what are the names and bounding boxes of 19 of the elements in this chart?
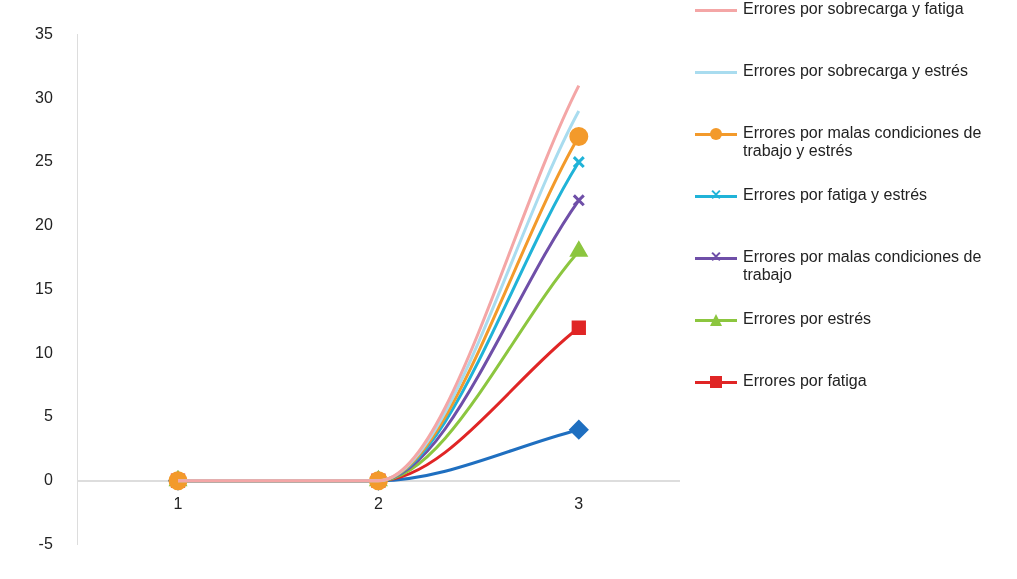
y-tick-label: 0 <box>43 471 53 489</box>
y-tick-label: 20 <box>35 216 53 234</box>
x-tick-label: 1 <box>173 494 183 512</box>
x-tick-label: 3 <box>574 494 584 512</box>
legend-label: Errores por malas condiciones de trabajo <box>743 248 983 284</box>
legend-label: Errores por sobrecarga y fatiga <box>743 0 964 18</box>
legend-label: Errores por estrés <box>743 310 872 328</box>
y-tick-label: 35 <box>35 25 53 43</box>
legend-label: Errores por sobrecarga y estrés <box>743 62 968 80</box>
y-tick-label: 25 <box>35 152 53 170</box>
x-tick-label: 2 <box>373 494 383 512</box>
y-tick-label: 30 <box>35 88 53 106</box>
y-tick-label: -5 <box>38 534 53 552</box>
legend-label: Errores por malas condiciones de trabajo y estrés <box>743 124 983 160</box>
legend-label: Errores por fatiga y estrés <box>743 186 928 204</box>
legend-label: Errores por fatiga <box>743 372 867 390</box>
y-tick-label: 15 <box>35 279 53 297</box>
y-tick-label: 10 <box>35 343 53 361</box>
y-tick-label: 5 <box>43 407 53 425</box>
